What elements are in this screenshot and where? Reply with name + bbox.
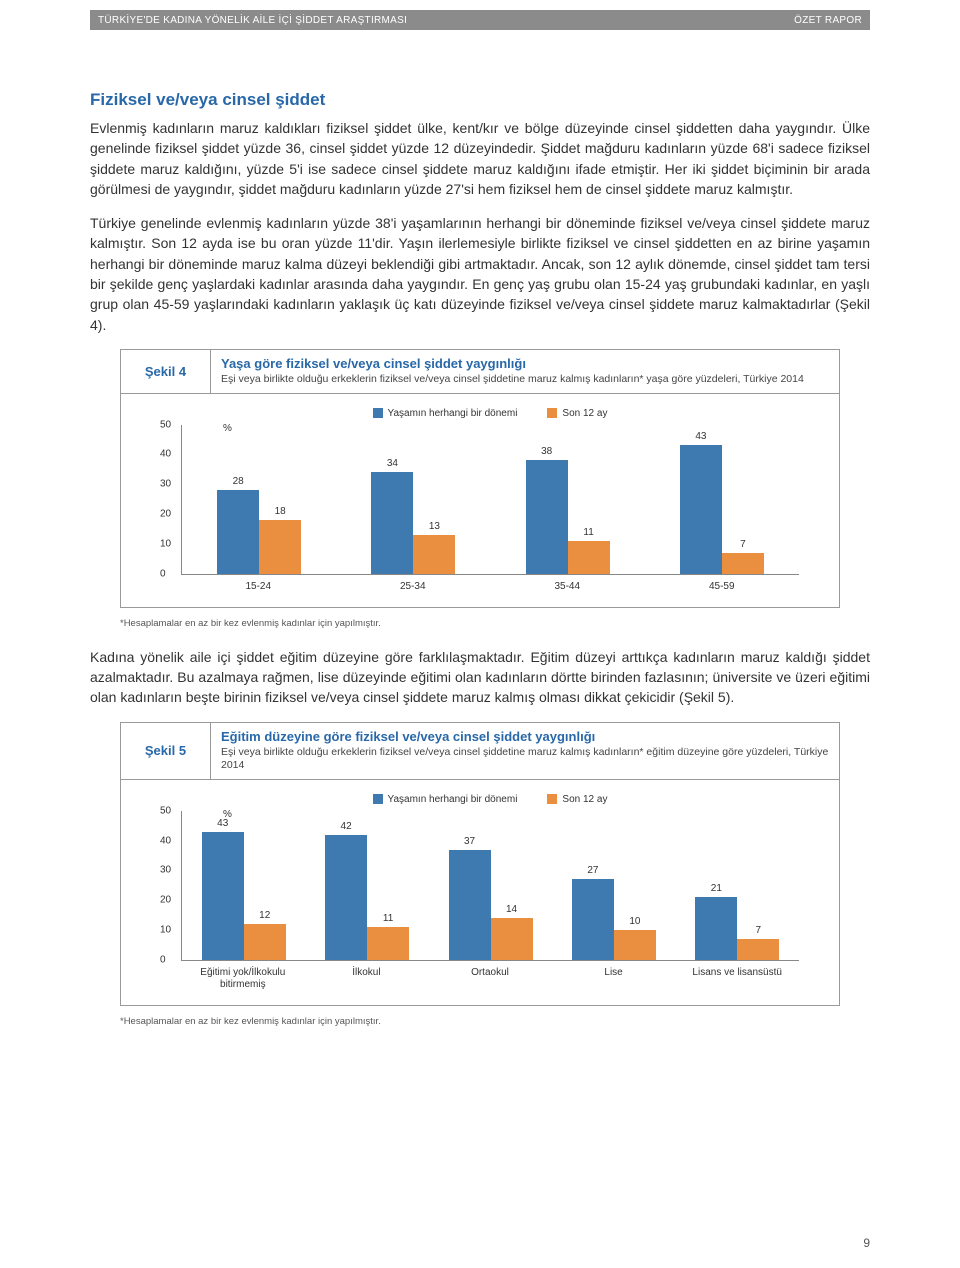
bar-value: 42	[341, 821, 352, 832]
ytick: 10	[160, 538, 171, 549]
xlabel: 35-44	[490, 581, 645, 593]
xlabel: Lise	[552, 967, 676, 991]
ytick: 30	[160, 479, 171, 490]
figure-5: Şekil 5 Eğitim düzeyine göre fiziksel ve…	[120, 722, 840, 1006]
bar-value: 43	[695, 431, 706, 442]
ytick: 10	[160, 924, 171, 935]
xlabel: 25-34	[336, 581, 491, 593]
bar-value: 7	[740, 539, 746, 550]
figure-5-xlabels: Eğitimi yok/İlkokulu bitirmemişİlkokulOr…	[181, 967, 799, 991]
figure-4-subtitle: Eşi veya birlikte olduğu erkeklerin fizi…	[221, 373, 829, 387]
figure-5-footnote: *Hesaplamalar en az bir kez evlenmiş kad…	[120, 1016, 840, 1027]
bar-value: 34	[387, 458, 398, 469]
ytick: 50	[160, 419, 171, 430]
figure-5-label: Şekil 5	[121, 723, 211, 779]
bar: 34	[371, 472, 413, 573]
bar-value: 7	[756, 925, 762, 936]
bar-value: 38	[541, 446, 552, 457]
bar-group: 4312	[182, 811, 305, 960]
header-right: ÖZET RAPOR	[794, 15, 862, 26]
bar: 11	[568, 541, 610, 574]
paragraph-3: Kadına yönelik aile içi şiddet eğitim dü…	[90, 647, 870, 708]
legend-label-1: Yaşamın herhangi bir dönemi	[388, 408, 518, 419]
ytick: 40	[160, 449, 171, 460]
bar-group: 3413	[336, 425, 490, 574]
legend-swatch-2	[547, 408, 557, 418]
ytick: 40	[160, 835, 171, 846]
figure-5-subtitle: Eşi veya birlikte olduğu erkeklerin fizi…	[221, 746, 829, 773]
bar-value: 10	[629, 916, 640, 927]
figure-4-xlabels: 15-2425-3435-4445-59	[181, 581, 799, 593]
bar-value: 13	[429, 521, 440, 532]
page-number: 9	[863, 1236, 870, 1250]
bar: 21	[695, 897, 737, 960]
figure-4-title: Yaşa göre fiziksel ve/veya cinsel şiddet…	[221, 356, 829, 371]
bar: 27	[572, 879, 614, 959]
bar-value: 14	[506, 904, 517, 915]
ytick: 30	[160, 865, 171, 876]
section-title: Fiziksel ve/veya cinsel şiddet	[90, 90, 870, 110]
bar: 37	[449, 850, 491, 960]
bar-value: 21	[711, 883, 722, 894]
figure-4: Şekil 4 Yaşa göre fiziksel ve/veya cinse…	[120, 349, 840, 608]
figure-4-legend: Yaşamın herhangi bir dönemi Son 12 ay	[181, 408, 799, 419]
legend-swatch-1	[373, 408, 383, 418]
figure-4-label: Şekil 4	[121, 350, 211, 393]
bar: 28	[217, 490, 259, 573]
xlabel: Eğitimi yok/İlkokulu bitirmemiş	[181, 967, 305, 991]
bar-value: 27	[587, 865, 598, 876]
bar-group: 3714	[429, 811, 552, 960]
bar: 43	[202, 832, 244, 960]
legend-swatch-1	[373, 794, 383, 804]
bar-group: 4211	[305, 811, 428, 960]
bar: 11	[367, 927, 409, 960]
xlabel: 45-59	[645, 581, 800, 593]
bar-group: 2818	[182, 425, 336, 574]
ytick: 20	[160, 509, 171, 520]
bar-group: 3811	[491, 425, 645, 574]
ytick: 0	[160, 568, 166, 579]
xlabel: Lisans ve lisansüstü	[675, 967, 799, 991]
bar: 14	[491, 918, 533, 960]
bar: 7	[737, 939, 779, 960]
paragraph-2: Türkiye genelinde evlenmiş kadınların yü…	[90, 213, 870, 335]
bar-value: 11	[383, 913, 393, 924]
xlabel: İlkokul	[305, 967, 429, 991]
bar-value: 37	[464, 836, 475, 847]
bar: 12	[244, 924, 286, 960]
paragraph-1: Evlenmiş kadınların maruz kaldıkları fiz…	[90, 118, 870, 199]
bar-value: 12	[259, 910, 270, 921]
bar: 13	[413, 535, 455, 574]
xlabel: 15-24	[181, 581, 336, 593]
bar-value: 11	[583, 527, 593, 538]
bar-value: 18	[275, 506, 286, 517]
bar-group: 2710	[552, 811, 675, 960]
ytick: 50	[160, 805, 171, 816]
figure-5-title: Eğitim düzeyine göre fiziksel ve/veya ci…	[221, 729, 829, 744]
figure-4-footnote: *Hesaplamalar en az bir kez evlenmiş kad…	[120, 618, 840, 629]
figure-5-legend: Yaşamın herhangi bir dönemi Son 12 ay	[181, 794, 799, 805]
bar: 18	[259, 520, 301, 574]
ytick: 0	[160, 954, 166, 965]
report-header: TÜRKİYE'DE KADINA YÖNELİK AİLE İÇİ ŞİDDE…	[90, 10, 870, 30]
bar: 38	[526, 460, 568, 573]
figure-5-chart: 010203040504312421137142710217	[181, 811, 799, 961]
legend-label-2: Son 12 ay	[562, 408, 607, 419]
figure-4-chart: 01020304050281834133811437	[181, 425, 799, 575]
bar-group: 217	[676, 811, 799, 960]
ytick: 20	[160, 895, 171, 906]
xlabel: Ortaokul	[428, 967, 552, 991]
bar: 10	[614, 930, 656, 960]
bar-value: 43	[217, 818, 228, 829]
legend-label-2: Son 12 ay	[562, 794, 607, 805]
bar: 7	[722, 553, 764, 574]
header-left: TÜRKİYE'DE KADINA YÖNELİK AİLE İÇİ ŞİDDE…	[98, 15, 407, 26]
bar: 43	[680, 445, 722, 573]
bar: 42	[325, 835, 367, 960]
bar-value: 28	[233, 476, 244, 487]
bar-group: 437	[645, 425, 799, 574]
legend-swatch-2	[547, 794, 557, 804]
legend-label-1: Yaşamın herhangi bir dönemi	[388, 794, 518, 805]
